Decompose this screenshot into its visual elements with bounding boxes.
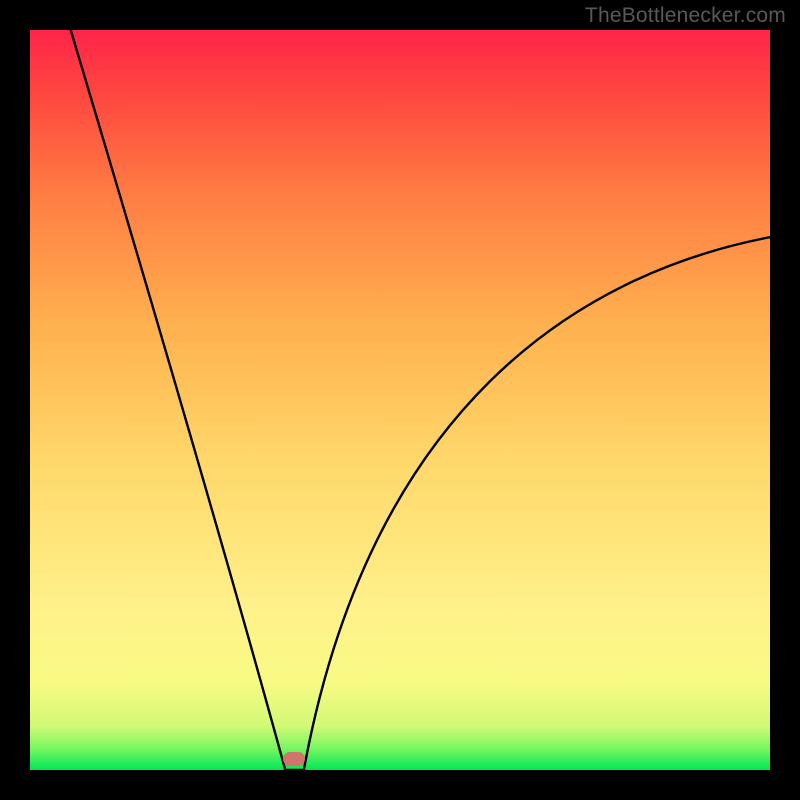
plot-area bbox=[30, 30, 770, 770]
chart-frame: TheBottlenecker.com bbox=[0, 0, 800, 800]
watermark-text: TheBottlenecker.com bbox=[585, 4, 786, 28]
bottleneck-curve bbox=[30, 30, 770, 770]
optimal-point-marker bbox=[283, 752, 305, 766]
curve-path bbox=[71, 30, 770, 770]
